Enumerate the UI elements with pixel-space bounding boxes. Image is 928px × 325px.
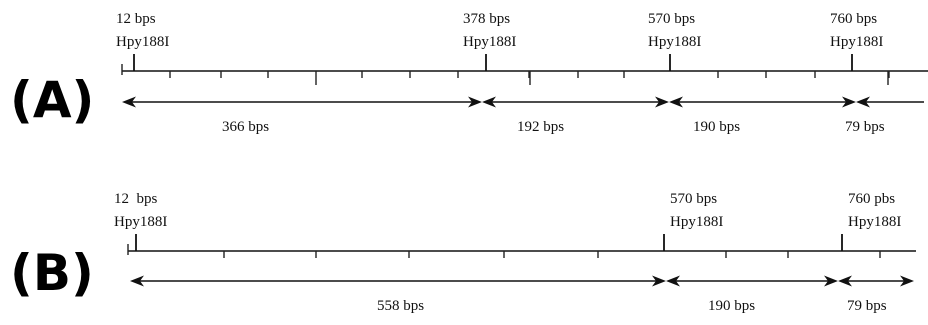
cut-site-position-label: 12 bps [114, 191, 158, 207]
fragment-arrow [666, 275, 838, 287]
fragment-arrow [669, 96, 856, 108]
fragment-left-arrowhead [666, 275, 680, 287]
fragment-size-label: 79 bps [845, 119, 885, 135]
cut-site-enzyme-label: Hpy188I [463, 34, 516, 50]
fragment-size-label: 190 bps [708, 298, 755, 314]
fragment-left-arrowhead [122, 96, 136, 108]
fragment-size-label: 192 bps [517, 119, 564, 135]
fragment-left-arrowhead [482, 96, 496, 108]
fragment-right-arrowhead [824, 275, 838, 287]
fragment-right-arrowhead [468, 96, 482, 108]
fragment-size-label: 190 bps [693, 119, 740, 135]
panel-label: (A) [10, 71, 94, 129]
fragment-arrow [130, 275, 666, 287]
fragment-left-arrowhead [838, 275, 852, 287]
fragment-right-arrowhead [842, 96, 856, 108]
panel-label: (B) [10, 244, 94, 302]
cut-site-position-label: 760 pbs [848, 191, 895, 207]
fragment-right-arrowhead [655, 96, 669, 108]
fragment-left-arrowhead [130, 275, 144, 287]
cut-site-enzyme-label: Hpy188I [670, 214, 723, 230]
cut-site-enzyme-label: Hpy188I [116, 34, 169, 50]
fragment-arrow [122, 96, 482, 108]
panel-a: (A) 12 bps Hpy188I 378 bps Hpy188I 570 bps Hpy… [10, 11, 928, 135]
fragment-size-label: 558 bps [377, 298, 424, 314]
cut-site-enzyme-label: Hpy188I [648, 34, 701, 50]
fragment-right-arrowhead [900, 275, 914, 287]
cut-site-enzyme-label: Hpy188I [830, 34, 883, 50]
cut-site-enzyme-label: Hpy188I [114, 214, 167, 230]
fragment-right-arrowhead [652, 275, 666, 287]
fragment-arrow [482, 96, 669, 108]
fragment-arrow [838, 275, 914, 287]
cut-site-position-label: 378 bps [463, 11, 510, 27]
cut-site-enzyme-label: Hpy188I [848, 214, 901, 230]
fragment-left-arrowhead [856, 96, 870, 108]
fragment-size-label: 79 bps [847, 298, 887, 314]
cut-site-position-label: 570 bps [670, 191, 717, 207]
fragment-size-label: 366 bps [222, 119, 269, 135]
cut-site-position-label: 760 bps [830, 11, 877, 27]
fragment-left-arrowhead [669, 96, 683, 108]
cut-site-position-label: 570 bps [648, 11, 695, 27]
panel-b: (B) 12 bps Hpy188I 570 bps Hpy188I 760 pbs Hpy… [10, 191, 916, 314]
fragment-arrow [856, 96, 924, 108]
cut-site-position-label: 12 bps [116, 11, 156, 27]
